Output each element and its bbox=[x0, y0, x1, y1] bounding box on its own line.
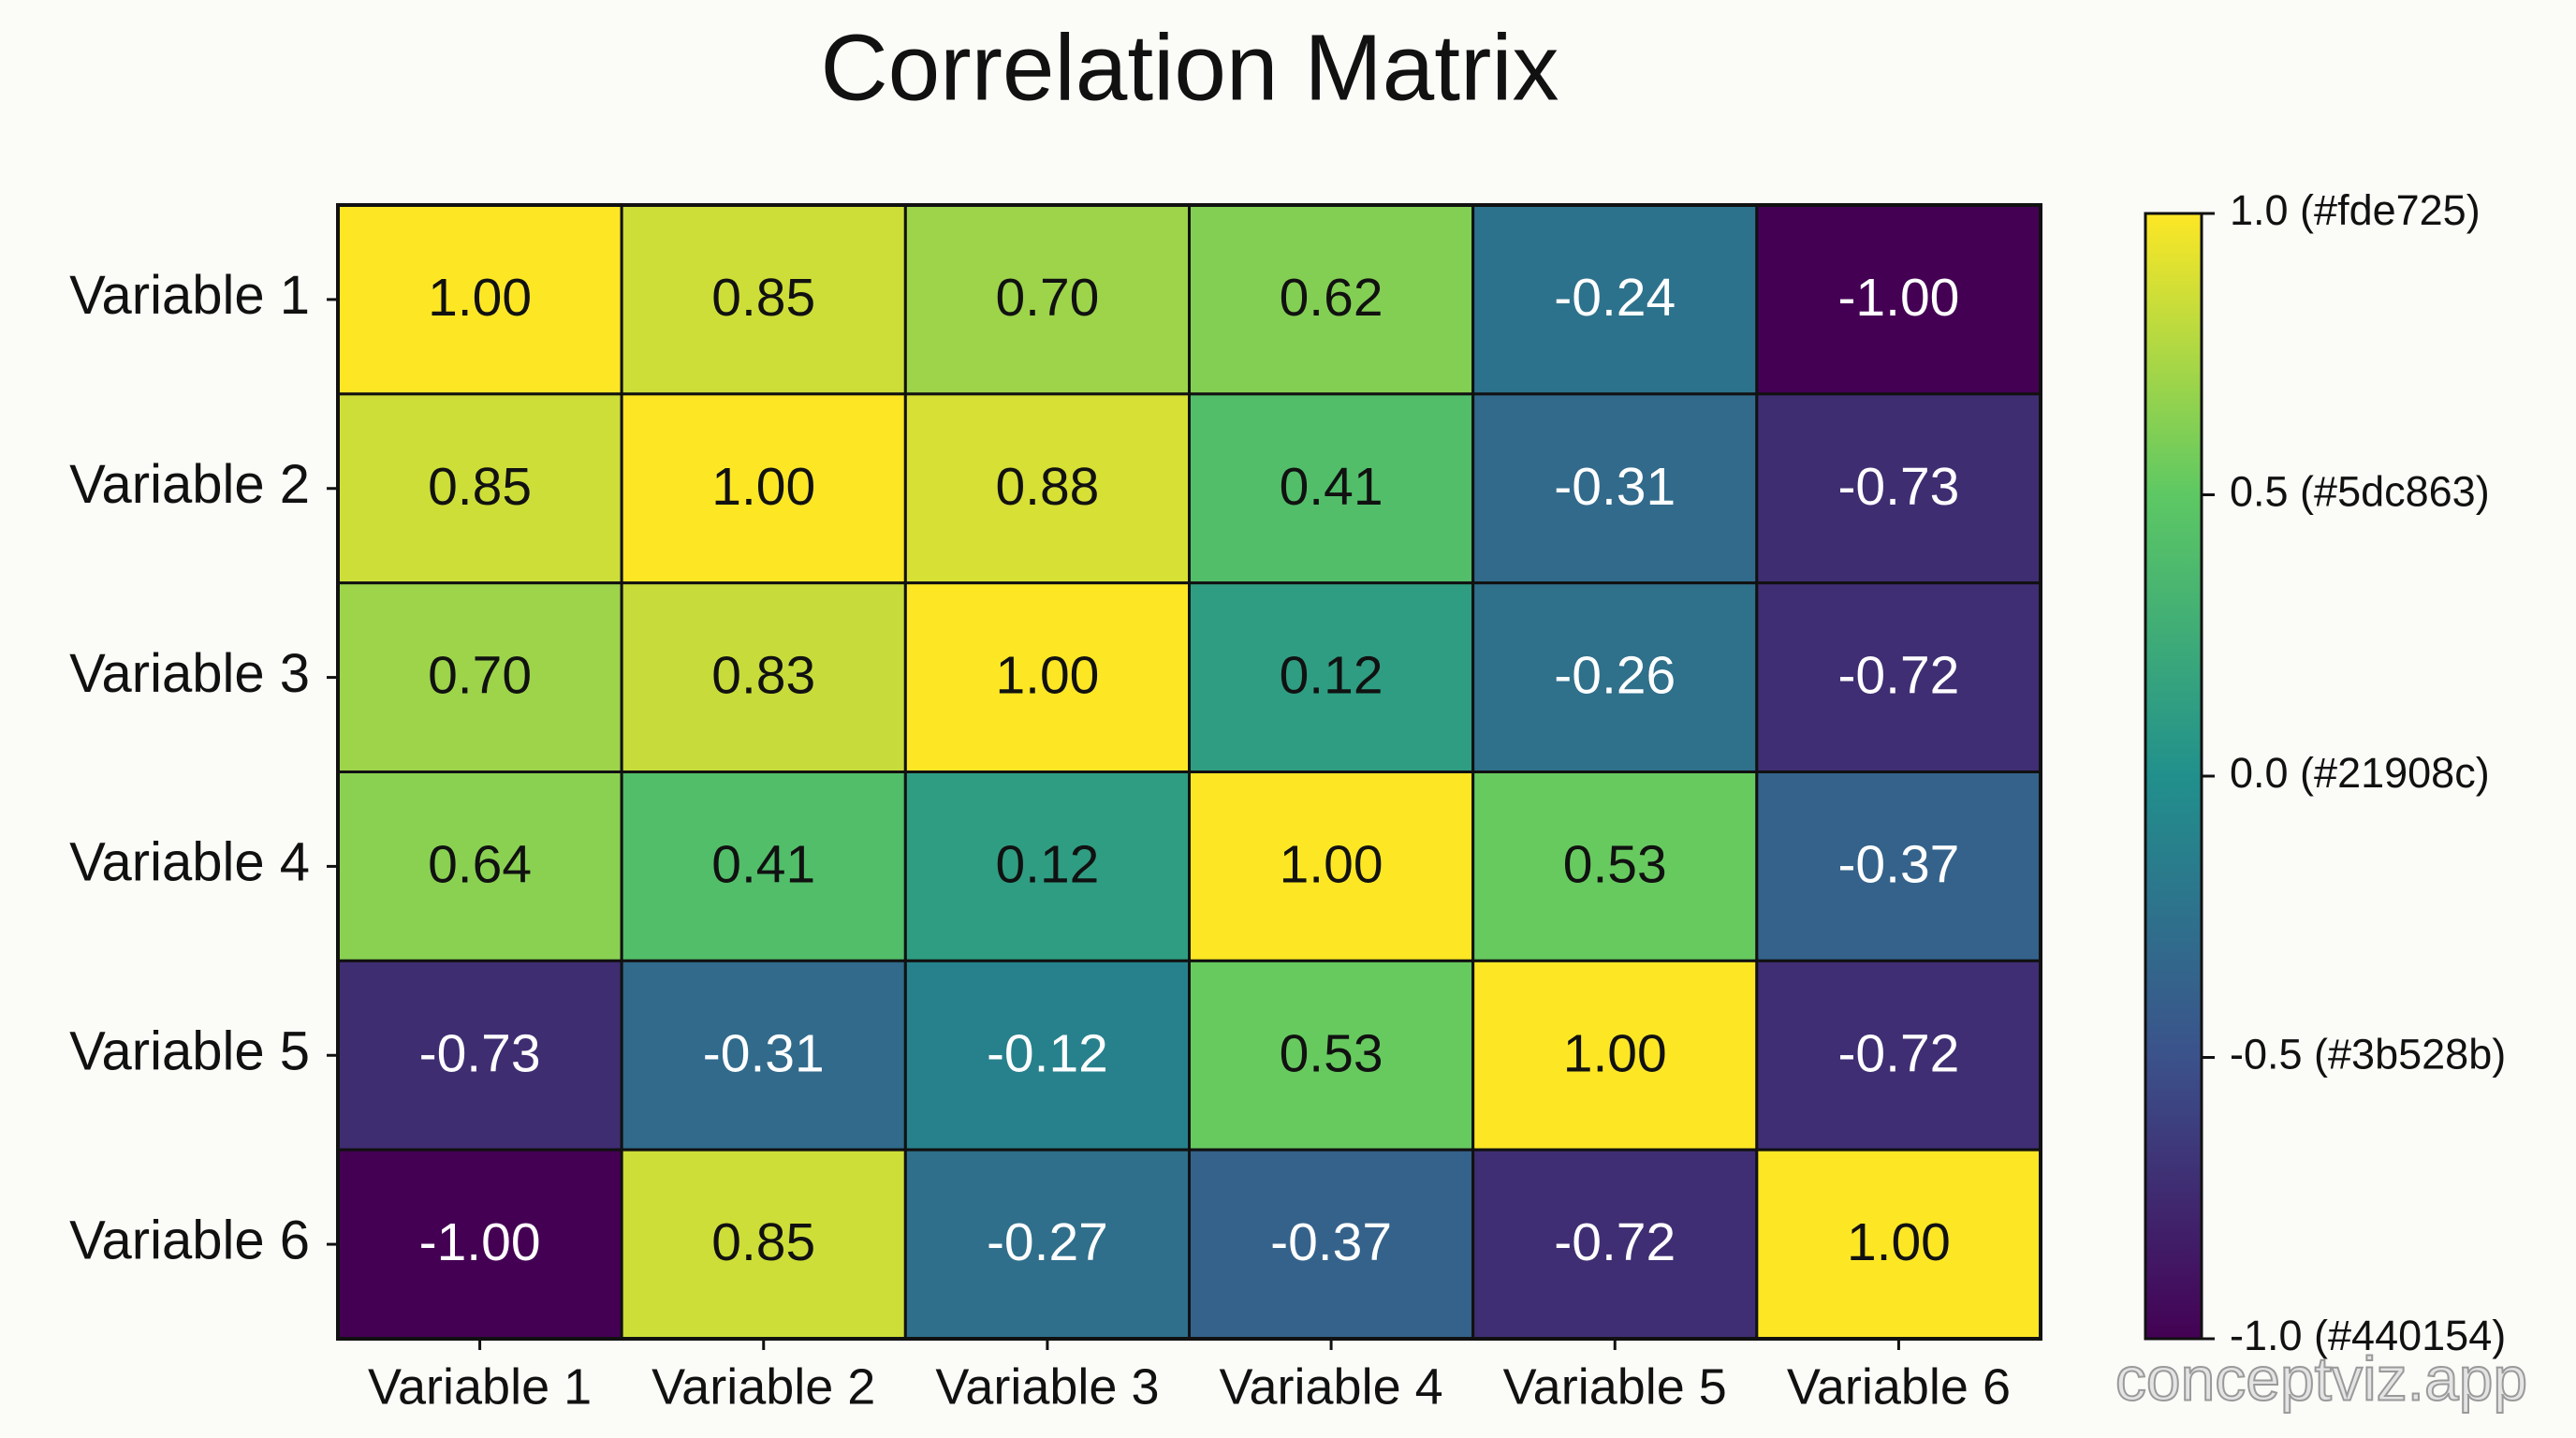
colorbar-tick-label: 0.5 (#5dc863) bbox=[2230, 467, 2490, 515]
heatmap-cell bbox=[336, 581, 623, 774]
cell-label: -0.37 bbox=[1837, 834, 1959, 894]
cell-label: 0.70 bbox=[428, 646, 532, 706]
y-tick-label: Variable 1 bbox=[69, 265, 310, 326]
colorbar-tick-label: 1.0 (#fde725) bbox=[2230, 186, 2481, 234]
colorbar bbox=[2144, 212, 2203, 1341]
y-tick-label: Variable 4 bbox=[69, 832, 310, 893]
cell-label: -1.00 bbox=[1837, 268, 1959, 328]
heatmap-cell bbox=[336, 1148, 623, 1341]
cell-label: -0.72 bbox=[1837, 646, 1959, 706]
cell-label: 1.00 bbox=[711, 457, 815, 517]
cell-label: -0.26 bbox=[1554, 646, 1676, 706]
cell-label: 0.53 bbox=[1563, 834, 1667, 894]
cell-label: 0.12 bbox=[995, 834, 1099, 894]
cell-label: -0.27 bbox=[987, 1212, 1108, 1272]
x-tick-label: Variable 6 bbox=[1787, 1358, 2011, 1415]
heatmap-cell bbox=[903, 770, 1191, 962]
watermark: conceptviz.app bbox=[2115, 1343, 2527, 1413]
heatmap-cell bbox=[1755, 1148, 2042, 1341]
cell-label: 0.53 bbox=[1280, 1023, 1383, 1083]
heatmap-cell bbox=[1755, 581, 2042, 774]
cell-label: -0.73 bbox=[419, 1023, 541, 1083]
cell-label: -1.00 bbox=[419, 1212, 541, 1272]
heatmap-cell bbox=[336, 392, 623, 585]
cell-label: -0.37 bbox=[1270, 1212, 1392, 1272]
cell-label: 0.88 bbox=[995, 457, 1099, 517]
heatmap-cell bbox=[1471, 770, 1759, 962]
cell-label: 1.00 bbox=[1847, 1212, 1951, 1272]
heatmap-cell bbox=[1471, 392, 1759, 585]
heatmap-cell bbox=[620, 1148, 907, 1341]
heatmap-cell bbox=[1188, 1148, 1475, 1341]
cell-label: 0.12 bbox=[1280, 646, 1383, 706]
heatmap-cell bbox=[620, 581, 907, 774]
cell-label: -0.12 bbox=[987, 1023, 1108, 1083]
cell-label: 1.00 bbox=[995, 646, 1099, 706]
cell-label: -0.31 bbox=[1554, 457, 1676, 517]
x-tick-label: Variable 1 bbox=[368, 1358, 592, 1415]
heatmap-cell bbox=[1471, 581, 1759, 774]
cell-label: 0.64 bbox=[428, 834, 532, 894]
cell-label: 0.85 bbox=[711, 268, 815, 328]
heatmap-cell bbox=[1188, 392, 1475, 585]
y-tick-label: Variable 3 bbox=[69, 643, 310, 704]
heatmap-cell bbox=[1471, 1148, 1759, 1341]
x-tick-label: Variable 5 bbox=[1503, 1358, 1727, 1415]
heatmap-cell bbox=[620, 959, 907, 1152]
heatmap-cell bbox=[1188, 959, 1475, 1152]
x-tick-label: Variable 2 bbox=[651, 1358, 875, 1415]
cell-label: -0.31 bbox=[703, 1023, 825, 1083]
heatmap-cell bbox=[1755, 770, 2042, 962]
cell-label: 0.83 bbox=[711, 646, 815, 706]
cell-label: 1.00 bbox=[428, 268, 532, 328]
heatmap-cell bbox=[620, 392, 907, 585]
cell-label: 1.00 bbox=[1280, 834, 1383, 894]
x-tick-label: Variable 3 bbox=[935, 1358, 1159, 1415]
y-tick-label: Variable 2 bbox=[69, 454, 310, 515]
chart-title: Correlation Matrix bbox=[820, 15, 1559, 120]
cell-label: 0.70 bbox=[995, 268, 1099, 328]
colorbar-tick-label: -1.0 (#440154) bbox=[2230, 1312, 2506, 1359]
cell-label: 0.85 bbox=[711, 1212, 815, 1272]
cell-label: 0.62 bbox=[1280, 268, 1383, 328]
colorbar-tick-label: -0.5 (#3b528b) bbox=[2230, 1030, 2506, 1078]
cell-label: 0.85 bbox=[428, 457, 532, 517]
heatmap-cell bbox=[1755, 203, 2042, 396]
colorbar-tick-label: 0.0 (#21908c) bbox=[2230, 749, 2490, 797]
cell-label: -0.73 bbox=[1837, 457, 1959, 517]
heatmap-cell bbox=[903, 959, 1191, 1152]
cell-label: 1.00 bbox=[1563, 1023, 1667, 1083]
heatmap-cell bbox=[1755, 392, 2042, 585]
cell-label: 0.41 bbox=[1280, 457, 1383, 517]
heatmap-cell bbox=[1471, 203, 1759, 396]
cell-label: -0.72 bbox=[1554, 1212, 1676, 1272]
y-tick-label: Variable 5 bbox=[69, 1021, 310, 1082]
x-tick-label: Variable 4 bbox=[1220, 1358, 1443, 1415]
cell-label: 0.41 bbox=[711, 834, 815, 894]
heatmap-cell bbox=[1755, 959, 2042, 1152]
heatmap-cell bbox=[903, 1148, 1191, 1341]
cell-label: -0.72 bbox=[1837, 1023, 1959, 1083]
cell-label: -0.24 bbox=[1554, 268, 1676, 328]
y-tick-label: Variable 6 bbox=[69, 1210, 310, 1270]
